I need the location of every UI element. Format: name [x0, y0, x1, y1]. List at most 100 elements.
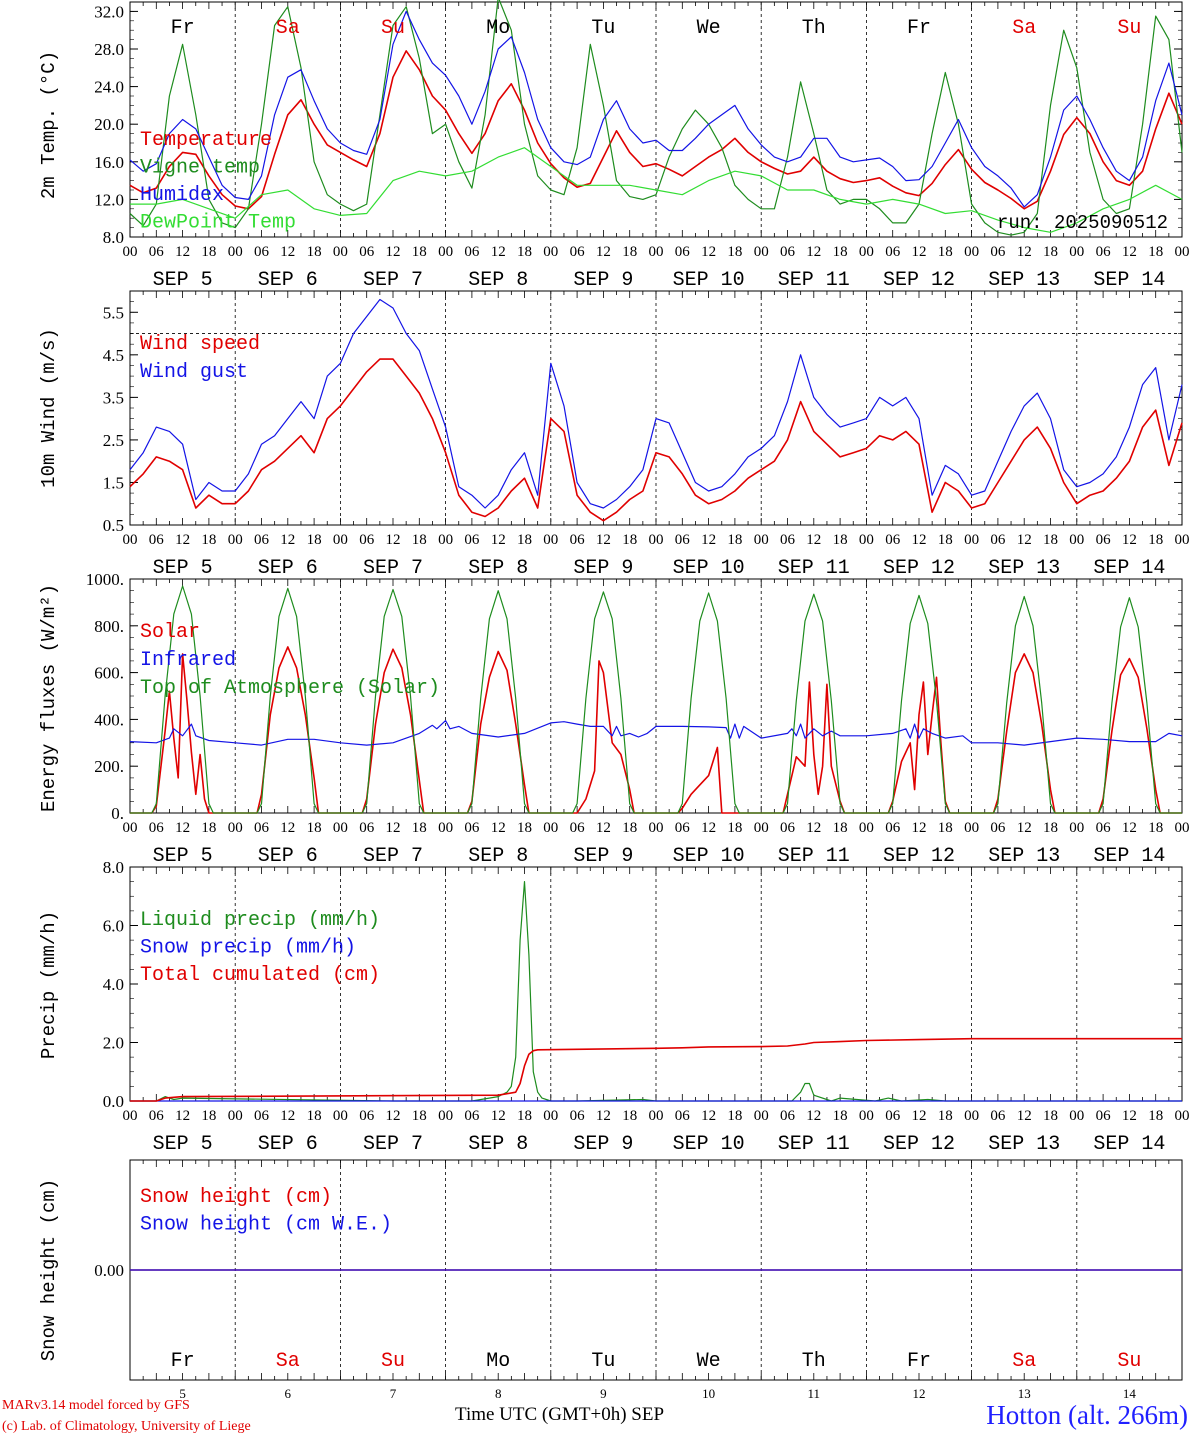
hour-tick-label: 00: [1069, 532, 1084, 548]
legend-entry: Total cumulated (cm): [140, 964, 380, 987]
hour-tick-label: 06: [780, 1108, 796, 1124]
hour-tick-label: 06: [464, 1108, 480, 1124]
run-label: run: 2025090512: [997, 212, 1168, 234]
hour-tick-label: 06: [780, 244, 796, 260]
hour-tick-label: 00: [123, 1108, 138, 1124]
hour-tick-label: 00: [649, 244, 664, 260]
hour-tick-label: 12: [596, 1108, 611, 1124]
hour-tick-label: 00: [333, 1108, 348, 1124]
y-tick-label: 0.: [111, 804, 124, 823]
y-axis-title: Energy fluxes (W/m²): [38, 584, 60, 812]
hour-tick-label: 06: [149, 244, 165, 260]
hour-tick-label: 12: [280, 820, 295, 836]
hour-tick-label: 18: [1148, 820, 1163, 836]
legend-entry: Infrared: [140, 649, 236, 672]
hour-tick-label: 12: [1122, 820, 1137, 836]
hour-tick-label: 06: [1096, 1108, 1112, 1124]
hour-tick-label: 18: [1043, 244, 1058, 260]
day-name-label: Th: [802, 17, 826, 40]
date-label: SEP 14: [1093, 557, 1165, 580]
day-number-label: 5: [179, 1386, 186, 1401]
hour-tick-label: 18: [622, 1108, 637, 1124]
hour-tick-label: 00: [754, 244, 769, 260]
day-name-label: Sa: [1012, 1350, 1036, 1373]
hour-tick-label: 12: [701, 820, 716, 836]
hour-tick-label: 18: [517, 532, 532, 548]
hour-tick-label: 00: [438, 244, 453, 260]
day-name-label: Su: [1117, 1350, 1141, 1373]
legend-entry: DewPoint Temp: [140, 212, 296, 235]
hour-tick-label: 00: [543, 244, 558, 260]
day-name-label: Mo: [486, 1350, 510, 1373]
series-line-wind-speed: [129, 358, 1183, 522]
hour-tick-label: 00: [333, 244, 348, 260]
hour-tick-label: 12: [912, 244, 927, 260]
hour-tick-label: 06: [990, 820, 1006, 836]
date-label: SEP 6: [258, 845, 318, 868]
hour-tick-label: 12: [280, 244, 295, 260]
hour-tick-label: 12: [912, 1108, 927, 1124]
hour-tick-label: 18: [727, 1108, 742, 1124]
hour-tick-label: 06: [359, 1108, 375, 1124]
hour-tick-label: 00: [1069, 820, 1084, 836]
legend-entry: Snow precip (mm/h): [140, 937, 356, 960]
hour-tick-label: 12: [806, 532, 821, 548]
legend-entry: Vigne temp: [140, 157, 260, 180]
y-axis-title: 2m Temp. (°C): [38, 51, 60, 199]
date-label: SEP 7: [363, 845, 423, 868]
legend-entry: Humidex: [140, 184, 224, 207]
hour-tick-label: 18: [412, 244, 427, 260]
hour-tick-label: 06: [675, 1108, 691, 1124]
hour-tick-label: 18: [938, 244, 953, 260]
hour-tick-label: 06: [359, 244, 375, 260]
hour-tick-label: 00: [438, 532, 453, 548]
hour-tick-label: 12: [280, 532, 295, 548]
day-name-label: Su: [381, 1350, 405, 1373]
hour-tick-label: 12: [175, 532, 190, 548]
hour-tick-label: 00: [1175, 532, 1190, 548]
hour-tick-label: 12: [1122, 532, 1137, 548]
hour-tick-label: 06: [885, 532, 901, 548]
hour-tick-label: 00: [859, 820, 874, 836]
day-number-label: 8: [495, 1386, 502, 1401]
hour-tick-label: 06: [254, 820, 270, 836]
hour-tick-label: 06: [990, 532, 1006, 548]
day-name-label: Sa: [276, 1350, 300, 1373]
hour-tick-label: 06: [570, 532, 586, 548]
hour-tick-label: 00: [859, 532, 874, 548]
station-label: Hotton (alt. 266m): [986, 1400, 1188, 1430]
hour-tick-label: 06: [780, 532, 796, 548]
hour-tick-label: 06: [885, 244, 901, 260]
hour-tick-label: 18: [622, 532, 637, 548]
hour-tick-label: 06: [990, 1108, 1006, 1124]
y-tick-label: 20.0: [94, 115, 124, 134]
date-label: SEP 11: [778, 1133, 850, 1156]
series-line-total-cumulated-cm-: [130, 1037, 1182, 1102]
hour-tick-label: 00: [1175, 1108, 1190, 1124]
hour-tick-label: 18: [833, 1108, 848, 1124]
series-line-wind-gust: [129, 298, 1183, 509]
date-label: SEP 14: [1093, 1133, 1165, 1156]
hour-tick-label: 06: [885, 820, 901, 836]
hour-tick-label: 06: [254, 244, 270, 260]
hour-tick-label: 12: [386, 1108, 401, 1124]
date-label: SEP 9: [573, 1133, 633, 1156]
hour-tick-label: 06: [254, 1108, 270, 1124]
y-tick-label: 0.0: [103, 1092, 124, 1111]
hour-tick-label: 06: [885, 1108, 901, 1124]
hour-tick-label: 12: [386, 820, 401, 836]
hour-tick-label: 12: [596, 532, 611, 548]
date-label: SEP 10: [673, 845, 745, 868]
hour-tick-label: 00: [1069, 244, 1084, 260]
y-tick-label: 4.0: [103, 975, 124, 994]
hour-tick-label: 12: [280, 1108, 295, 1124]
hour-tick-label: 00: [964, 820, 979, 836]
hour-tick-label: 00: [438, 1108, 453, 1124]
hour-tick-label: 06: [570, 1108, 586, 1124]
y-tick-label: 8.0: [103, 228, 124, 247]
date-label: SEP 6: [258, 557, 318, 580]
hour-tick-label: 12: [806, 244, 821, 260]
hour-tick-label: 00: [649, 532, 664, 548]
date-label: SEP 14: [1093, 269, 1165, 292]
